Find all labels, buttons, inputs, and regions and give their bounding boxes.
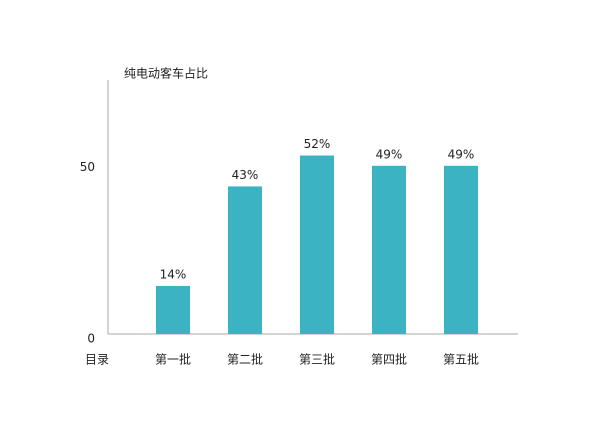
bar <box>228 186 262 334</box>
x-tick-label: 第三批 <box>299 352 335 367</box>
value-label: 49% <box>448 147 475 161</box>
bar <box>444 165 478 334</box>
value-label: 52% <box>304 137 331 151</box>
bar <box>300 155 334 334</box>
value-label: 49% <box>376 147 403 161</box>
chart-title: 纯电动客车占比 <box>124 66 208 81</box>
x-tick-label: 第五批 <box>443 352 479 367</box>
x-tick-label: 第四批 <box>371 352 407 367</box>
x-tick-label: 第二批 <box>227 352 263 367</box>
y-tick-label: 50 <box>80 160 95 174</box>
value-label: 14% <box>160 267 187 281</box>
bar <box>372 165 406 334</box>
value-label: 43% <box>232 168 259 182</box>
bar <box>156 285 190 334</box>
x-tick-label: 第一批 <box>155 352 191 367</box>
y-tick-label: 0 <box>87 332 95 346</box>
x-axis-label: 目录 <box>85 353 109 367</box>
